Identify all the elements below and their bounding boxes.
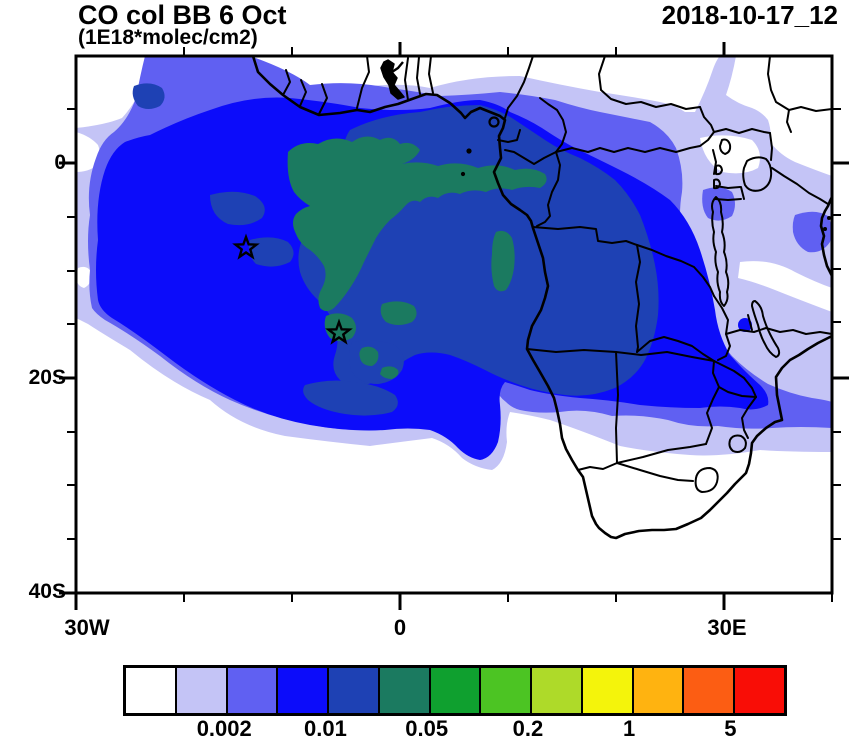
contour-fill-level-6: [491, 230, 515, 292]
contour-fill-level-5: [303, 380, 398, 416]
lake-volta: [380, 59, 405, 100]
colorbar-labels: 0.002 0.01 0.05 0.2 1 5: [0, 716, 850, 746]
colorbar: [123, 665, 787, 716]
colorbar-cell: [430, 668, 482, 713]
page-title: CO col BB 6 Oct: [78, 0, 287, 30]
contour-fill-level-4: [738, 318, 752, 332]
y-axis-tick-label-20s: 20S: [28, 366, 66, 389]
star-marker: [325, 318, 353, 345]
contour-fill-level-1: [738, 261, 832, 312]
y-axis-tick-label-0: 0: [54, 151, 66, 174]
colorbar-cell: [176, 668, 228, 713]
islands: [460, 148, 831, 231]
x-axis-tick-label-0: 0: [393, 615, 407, 640]
colorbar-cell: [532, 668, 583, 713]
contour-fill-level-6: [380, 301, 417, 325]
colorbar-cell: [582, 668, 634, 713]
colorbar-tick-label: 1: [623, 716, 636, 741]
contour-fill-level-6: [287, 136, 547, 311]
colorbar-cell: [126, 668, 177, 713]
colorbar-tick-label: 0.2: [512, 716, 544, 741]
colorbar-cell: [735, 668, 784, 713]
colorbar-tick-label: 0.002: [196, 716, 252, 741]
y-axis-tick-label-40s: 40S: [28, 580, 66, 603]
colorbar-cell: [329, 668, 380, 713]
contour-fill-level-6: [380, 366, 399, 379]
x-axis-tick-label-30w: 30W: [64, 615, 110, 640]
lakes: [380, 59, 781, 358]
colorbar-cell: [227, 668, 279, 713]
colorbar-cell: [633, 668, 685, 713]
x-axis-tick-label-30e: 30E: [707, 615, 747, 640]
contour-fill-level-1: [76, 266, 92, 288]
colorbar-tick-label: 5: [724, 716, 737, 741]
contour-fill-level-5: [248, 237, 294, 267]
contour-fills: [76, 56, 832, 470]
colorbar-cell: [684, 668, 736, 713]
colorbar-tick-label: 0.01: [304, 716, 347, 741]
star-marker: [232, 233, 260, 260]
fire-markers: [232, 233, 353, 345]
datetime-stamp: 2018-10-17_12: [661, 0, 838, 30]
colorbar-cell: [278, 668, 330, 713]
plot-frame: [59, 42, 849, 610]
country-borders: [282, 55, 833, 493]
colorbar-cell: [481, 668, 533, 713]
colorbar-tick-label: 0.05: [405, 716, 449, 741]
contour-fill-level-5: [210, 191, 265, 226]
units-label: (1E18*molec/cm2): [78, 26, 258, 49]
contour-fill-level-5: [132, 83, 165, 109]
contour-fill-level-1: [76, 132, 100, 172]
co-contour-map: [59, 42, 849, 610]
colorbar-cell: [379, 668, 431, 713]
contour-fill-level-6: [359, 346, 379, 366]
contour-fill-level-3: [702, 187, 735, 221]
